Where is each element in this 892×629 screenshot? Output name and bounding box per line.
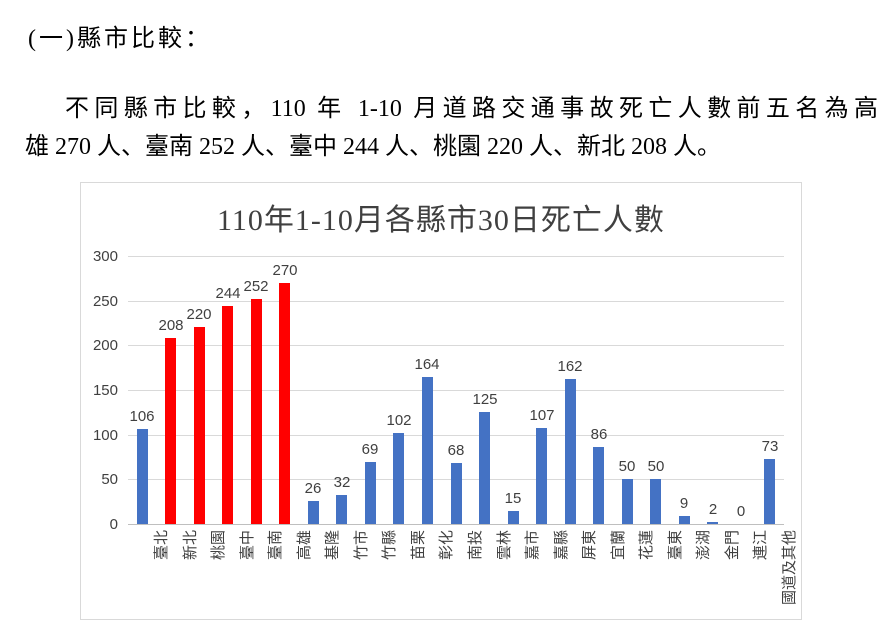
x-axis-label: 臺東 xyxy=(668,530,684,561)
bar-value-label: 220 xyxy=(186,306,212,323)
bar xyxy=(194,327,205,524)
bar xyxy=(422,377,433,524)
x-axis-label: 竹縣 xyxy=(382,530,398,561)
x-axis-label: 澎湖 xyxy=(696,530,712,561)
x-axis-label: 雲林 xyxy=(497,530,513,561)
gridline xyxy=(128,345,784,346)
bar-value-label: 106 xyxy=(129,408,155,425)
y-axis-tick-label: 250 xyxy=(92,293,118,310)
bar xyxy=(251,299,262,524)
x-axis-line xyxy=(128,524,784,525)
chart-title: 110年1-10月各縣市30日死亡人數 xyxy=(217,204,665,237)
y-axis-tick-label: 100 xyxy=(92,427,118,444)
bar-value-label: 107 xyxy=(529,407,555,424)
bar-value-label: 270 xyxy=(272,262,298,279)
x-axis-label: 南投 xyxy=(468,530,484,561)
x-axis-label: 竹市 xyxy=(354,530,370,561)
bar-value-label: 102 xyxy=(386,412,412,429)
bar-value-label: 50 xyxy=(618,458,636,475)
bar-value-label: 208 xyxy=(158,317,184,334)
bar xyxy=(222,306,233,524)
bar xyxy=(279,283,290,524)
gridline xyxy=(128,301,784,302)
gridline xyxy=(128,435,784,436)
y-axis-tick-label: 200 xyxy=(92,337,118,354)
bar-chart: 110年1-10月各縣市30日死亡人數 0 50 100 150 200 250 300 10… xyxy=(80,182,802,620)
x-axis-label: 苗栗 xyxy=(411,530,427,561)
bar-value-label: 162 xyxy=(557,358,583,375)
gridline xyxy=(128,256,784,257)
bar xyxy=(508,511,519,524)
bar xyxy=(137,429,148,524)
bar-value-label: 26 xyxy=(304,480,322,497)
x-axis-label: 基隆 xyxy=(325,530,341,561)
bar-value-label: 9 xyxy=(679,495,689,512)
bar-value-label: 244 xyxy=(215,285,241,302)
x-axis-label: 臺北 xyxy=(154,530,170,561)
bar xyxy=(707,522,718,524)
bar xyxy=(308,501,319,524)
bar xyxy=(479,412,490,524)
bar-value-label: 2 xyxy=(708,501,718,518)
y-axis-tick-label: 300 xyxy=(92,248,118,265)
bar xyxy=(536,428,547,524)
intro-paragraph-line-2: 雄 270 人、臺南 252 人、臺中 244 人、桃園 220 人、新北 20… xyxy=(25,134,721,160)
x-axis-label: 宜蘭 xyxy=(611,530,627,561)
bar xyxy=(593,447,604,524)
bar-value-label: 68 xyxy=(447,442,465,459)
chart-plot-area: 0 50 100 150 200 250 300 106 臺北 208 新北 220 桃園 244 臺中 25… xyxy=(81,183,803,621)
x-axis-label: 連江 xyxy=(753,530,769,561)
bar-value-label: 32 xyxy=(333,474,351,491)
x-axis-label: 國道及其他 xyxy=(782,530,798,606)
bar-value-label: 50 xyxy=(647,458,665,475)
x-axis-label: 彰化 xyxy=(439,530,455,561)
bar xyxy=(165,338,176,524)
bar-value-label: 15 xyxy=(504,490,522,507)
bar xyxy=(365,462,376,524)
bar xyxy=(622,479,633,524)
x-axis-label: 嘉市 xyxy=(525,530,541,561)
bar xyxy=(451,463,462,524)
y-axis-tick-label: 150 xyxy=(92,382,118,399)
bar xyxy=(565,379,576,524)
x-axis-label: 花蓮 xyxy=(639,530,655,561)
intro-paragraph-line-1: 不同縣市比較，110 年 1-10 月道路交通事故死亡人數前五名為高 xyxy=(65,96,878,122)
y-axis-tick-label: 50 xyxy=(101,471,118,488)
bar xyxy=(764,459,775,524)
x-axis-label: 臺南 xyxy=(268,530,284,561)
section-heading: (一)縣市比較： xyxy=(28,26,212,52)
x-axis-label: 嘉縣 xyxy=(554,530,570,561)
bar-value-label: 125 xyxy=(472,391,498,408)
gridline xyxy=(128,390,784,391)
bar xyxy=(336,495,347,524)
bar-value-label: 0 xyxy=(736,503,746,520)
x-axis-label: 桃園 xyxy=(211,530,227,561)
y-axis-tick-label: 0 xyxy=(109,516,118,533)
x-axis-label: 臺中 xyxy=(240,530,256,561)
bar-value-label: 252 xyxy=(243,278,269,295)
bar-value-label: 86 xyxy=(590,426,608,443)
bar-value-label: 164 xyxy=(414,356,440,373)
x-axis-label: 新北 xyxy=(183,530,199,561)
bar-value-label: 73 xyxy=(761,438,779,455)
bar xyxy=(393,433,404,524)
intro-paragraph: 不同縣市比較，110 年 1-10 月道路交通事故死亡人數前五名為高 雄 270… xyxy=(25,90,878,166)
x-axis-label: 金門 xyxy=(725,530,741,561)
bar-value-label: 69 xyxy=(361,441,379,458)
x-axis-label: 屏東 xyxy=(582,530,598,561)
bar xyxy=(650,479,661,524)
x-axis-label: 高雄 xyxy=(297,530,313,561)
bar xyxy=(679,516,690,524)
